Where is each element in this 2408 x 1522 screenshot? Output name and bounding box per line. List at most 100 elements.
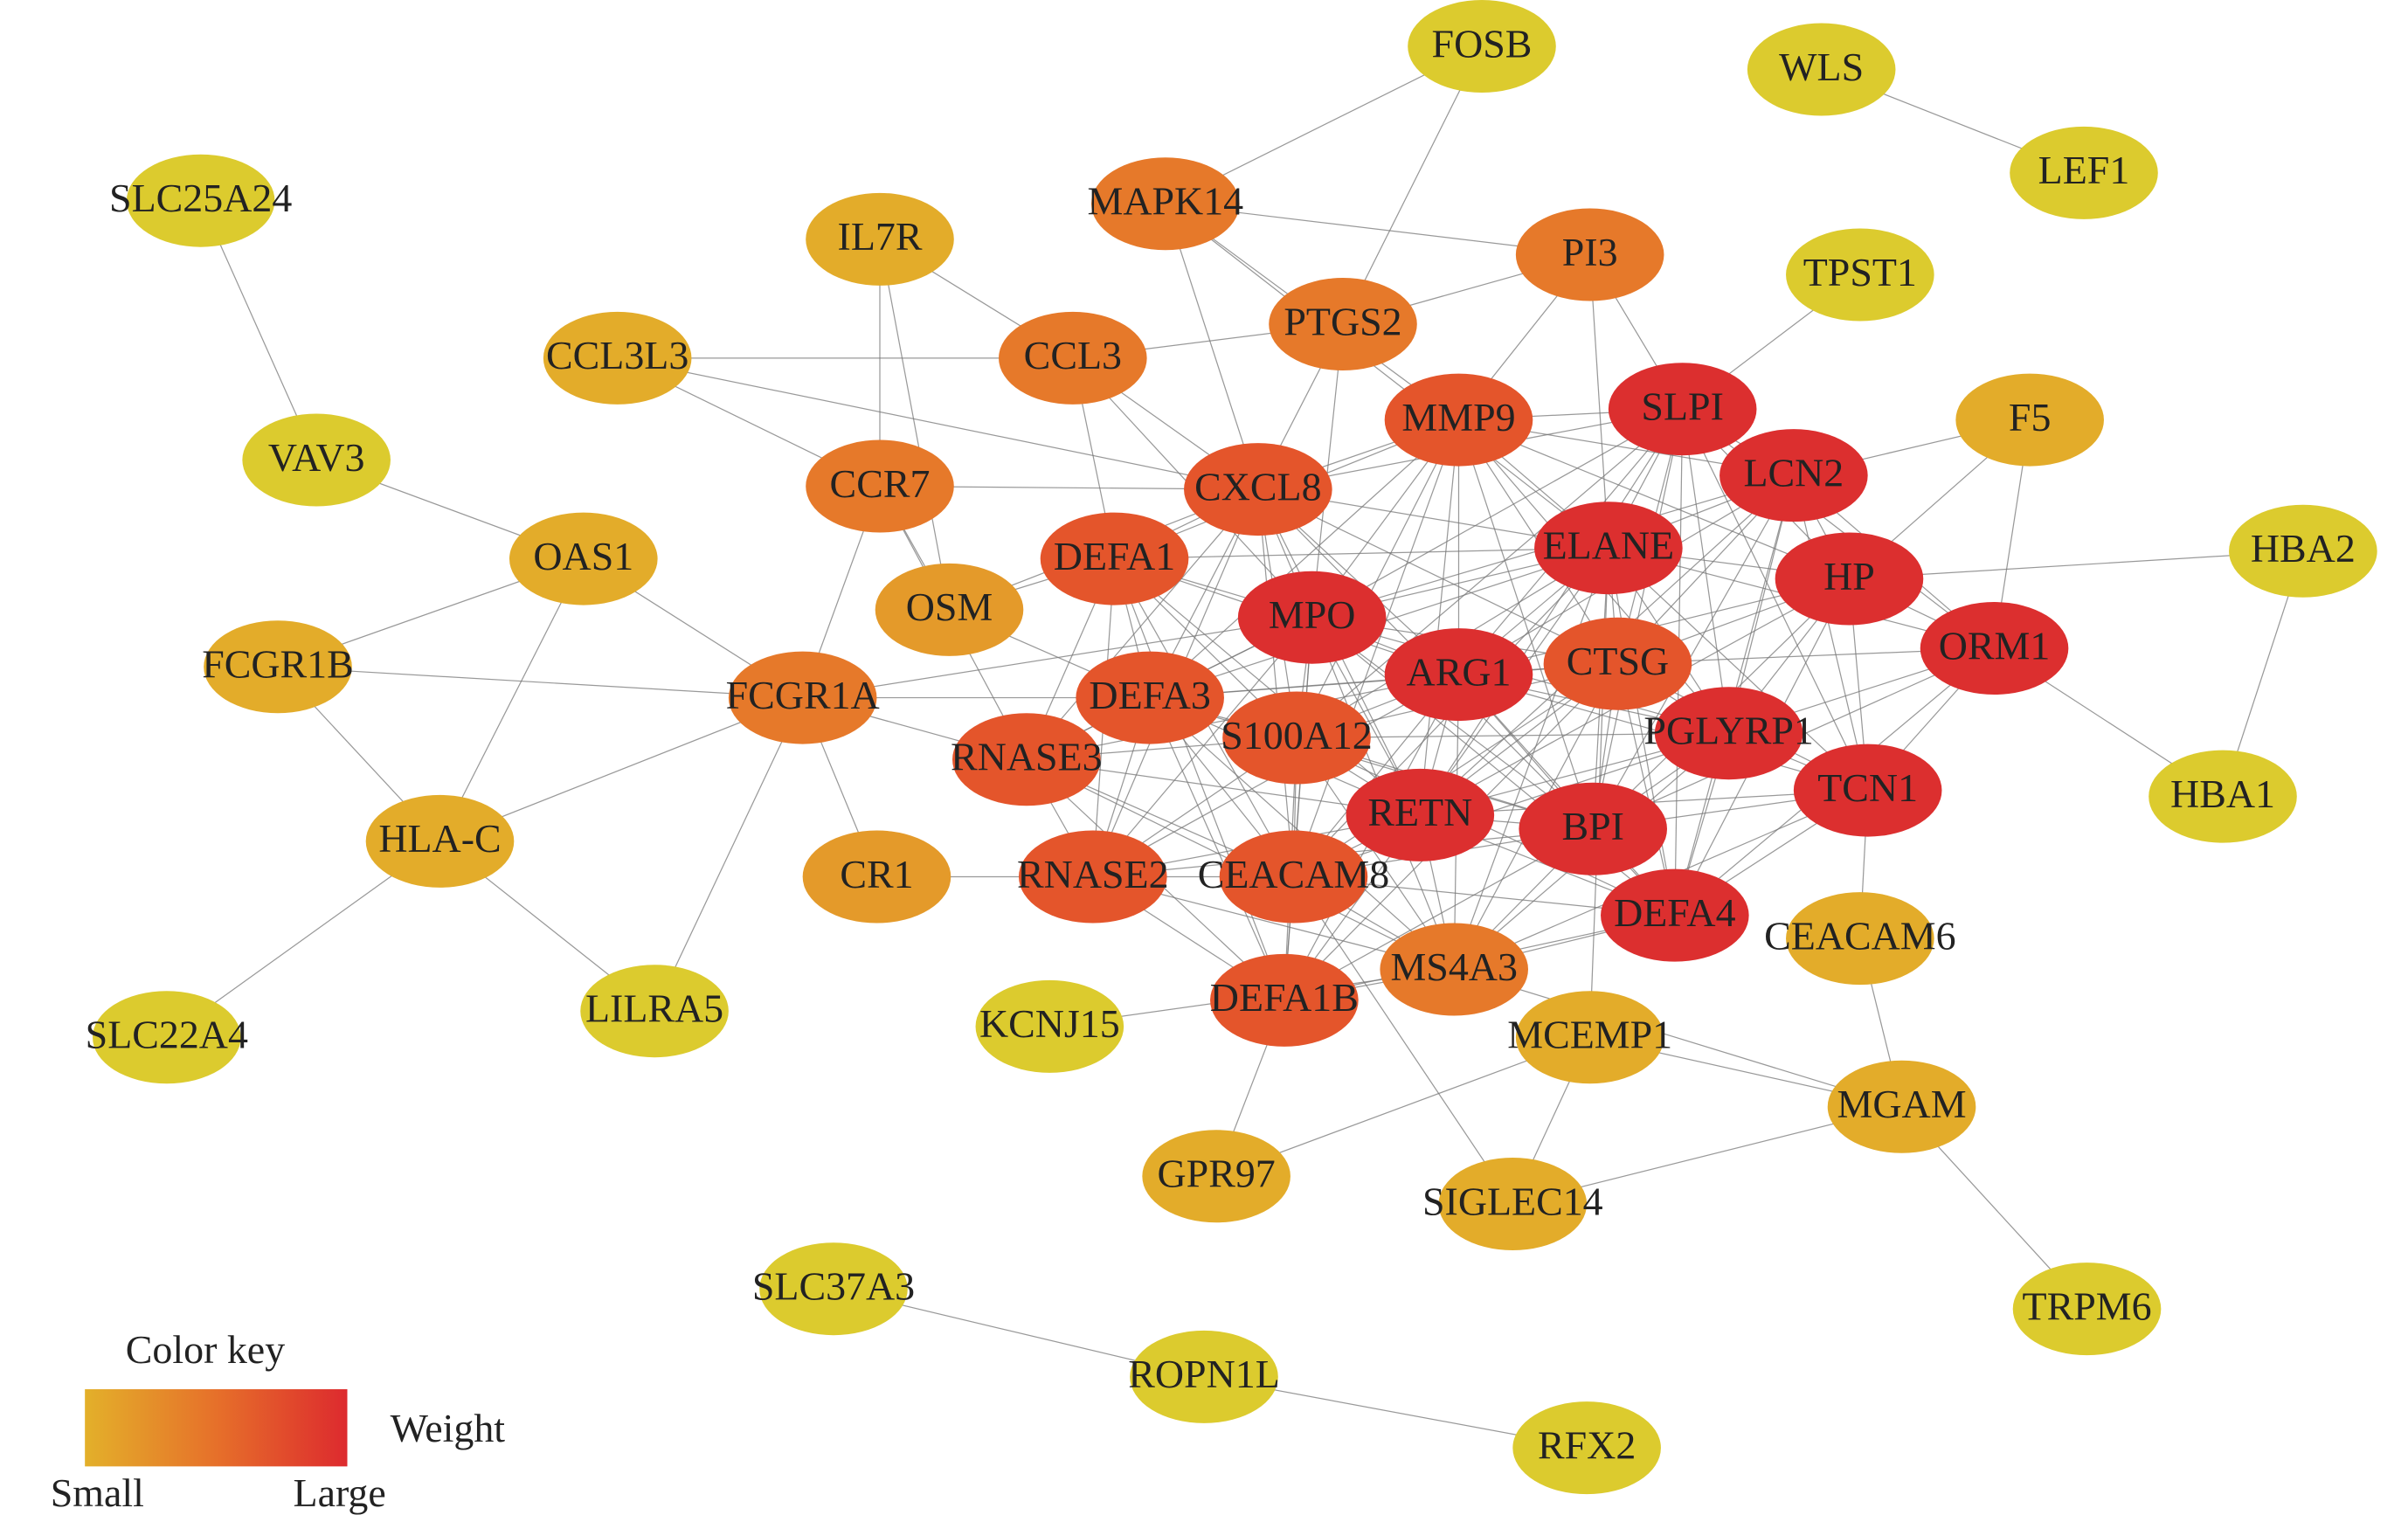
edge <box>1149 696 1594 830</box>
legend-high: Large <box>294 1470 386 1515</box>
node-ellipse <box>1512 1401 1661 1495</box>
node-ellipse <box>728 651 877 744</box>
node-ellipse <box>2010 126 2158 219</box>
node-ellipse <box>952 713 1101 806</box>
edge <box>1793 475 1869 791</box>
node: CR1 <box>802 830 951 924</box>
edge <box>1293 732 1729 878</box>
legend-title: Color key <box>126 1327 285 1372</box>
node: SLC25A24 <box>109 154 292 247</box>
node-label: MMP9 <box>1401 395 1515 439</box>
node-label: HP <box>1823 554 1875 598</box>
node: GPR97 <box>1142 1130 1290 1223</box>
node-ellipse <box>875 563 1024 656</box>
node: PI3 <box>1515 208 1664 301</box>
node: MS4A3 <box>1380 923 1528 1016</box>
node-ellipse <box>806 439 954 533</box>
node: MGAM <box>1827 1060 1976 1153</box>
edge <box>1592 409 1684 829</box>
node-label: CCR7 <box>830 461 931 506</box>
node: MPO <box>1237 571 1387 664</box>
edge <box>1419 408 1684 816</box>
node-label: DEFA1B <box>1210 975 1359 1020</box>
edge <box>1608 547 1869 792</box>
node-label: CR1 <box>840 852 913 896</box>
node: DEFA4 <box>1601 868 1749 962</box>
node-label: LILRA5 <box>585 986 723 1031</box>
node-ellipse <box>1534 502 1683 595</box>
node: HP <box>1775 532 1924 626</box>
node-label: TPST1 <box>1803 250 1917 294</box>
node-label: RETN <box>1367 790 1472 834</box>
node-label: CXCL8 <box>1194 464 1321 508</box>
edge <box>1419 419 1460 815</box>
node-ellipse <box>2012 1263 2162 1356</box>
node: TPST1 <box>1786 228 1934 322</box>
node-ellipse <box>1019 830 1167 924</box>
node: MMP9 <box>1384 373 1533 467</box>
edge <box>617 357 1258 490</box>
node-ellipse <box>1720 429 1868 522</box>
node-label: MCEMP1 <box>1507 1013 1672 1057</box>
node: FOSB <box>1408 0 1556 93</box>
edge <box>1257 489 1295 877</box>
node-label: SIGLEC14 <box>1422 1179 1603 1223</box>
node-label: CEACAM6 <box>1764 913 1955 958</box>
node: S100A12 <box>1221 691 1373 785</box>
node-label: OAS1 <box>533 534 633 578</box>
node-label: F5 <box>2009 395 2052 439</box>
node-ellipse <box>1654 687 1803 780</box>
node-label: MAPK14 <box>1088 179 1244 224</box>
node-ellipse <box>1747 23 1896 116</box>
edge <box>1311 323 1344 618</box>
node-ellipse <box>1543 617 1692 710</box>
node-label: HLA-C <box>378 816 501 861</box>
node-ellipse <box>1775 532 1924 626</box>
node-label: CEACAM8 <box>1198 852 1389 896</box>
node: LILRA5 <box>580 965 729 1058</box>
node: SLC22A4 <box>86 991 248 1084</box>
node: RNASE3 <box>951 713 1103 806</box>
node-label: ELANE <box>1543 523 1674 568</box>
node-ellipse <box>1130 1330 1278 1423</box>
node-ellipse <box>1076 651 1224 744</box>
edge <box>1150 663 1618 699</box>
node-label: MPO <box>1269 592 1356 637</box>
node: RFX2 <box>1512 1401 1661 1495</box>
node-ellipse <box>1515 991 1664 1084</box>
node: FCGR1A <box>726 651 880 744</box>
edge <box>1165 204 1259 490</box>
node: DEFA3 <box>1076 651 1224 744</box>
node: MAPK14 <box>1088 157 1244 251</box>
edge <box>1092 617 1313 877</box>
node-ellipse <box>1269 278 1417 371</box>
node-label: SLPI <box>1641 384 1723 429</box>
node-ellipse <box>1955 373 2104 467</box>
node-label: IL7R <box>838 214 923 259</box>
node-label: ROPN1L <box>1128 1352 1280 1396</box>
node-label: CCL3 <box>1024 333 1122 377</box>
node-label: SLC22A4 <box>86 1013 248 1057</box>
node-label: KCNJ15 <box>979 1001 1120 1046</box>
legend-low: Small <box>51 1470 144 1515</box>
node: LCN2 <box>1720 429 1868 522</box>
edge <box>439 558 585 842</box>
node-label: ARG1 <box>1407 649 1512 694</box>
node-label: HBA1 <box>2170 771 2275 816</box>
node-ellipse <box>1519 782 1667 875</box>
node-ellipse <box>1237 571 1387 664</box>
node-ellipse <box>1793 744 1942 837</box>
node-ellipse <box>1219 830 1368 924</box>
node-ellipse <box>126 154 275 247</box>
node-label: OSM <box>906 585 993 629</box>
node-label: FCGR1B <box>202 642 354 687</box>
node: RNASE2 <box>1017 830 1169 924</box>
edge <box>1454 968 1902 1108</box>
edge <box>879 239 951 610</box>
node-label: DEFA4 <box>1614 890 1736 935</box>
node-ellipse <box>806 192 954 286</box>
legend: Color key Weight Small Large <box>51 1327 506 1515</box>
node: CCR7 <box>806 439 954 533</box>
node-label: TCN1 <box>1817 765 1918 810</box>
edge <box>1608 548 1676 916</box>
